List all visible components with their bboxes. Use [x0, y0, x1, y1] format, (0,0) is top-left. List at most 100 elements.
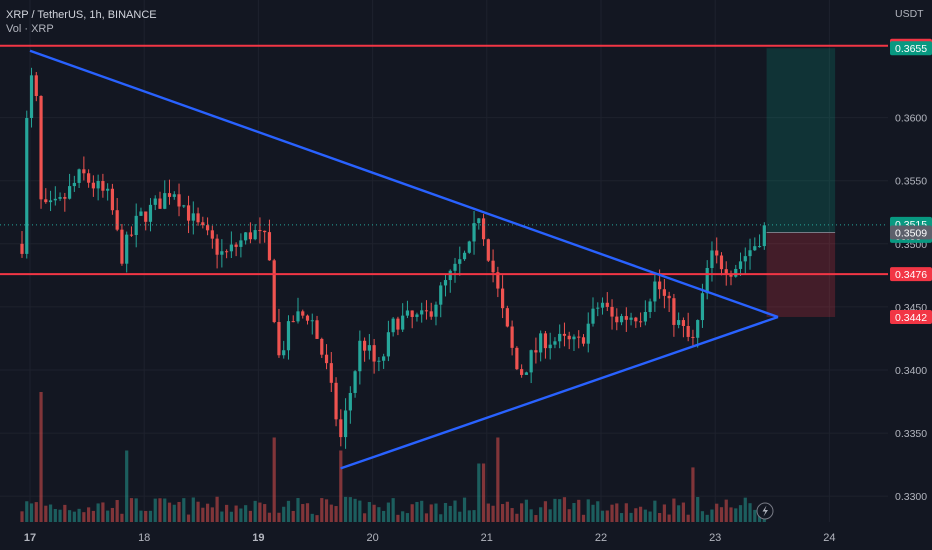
volume-bar	[277, 512, 281, 522]
volume-bar	[163, 498, 167, 522]
candle-body	[267, 232, 272, 261]
volume-bar	[286, 500, 291, 522]
candle-body	[391, 318, 395, 333]
volume-bar	[244, 505, 248, 522]
volume-bar	[467, 510, 471, 522]
volume-bar	[353, 498, 357, 522]
candle-body	[67, 186, 72, 199]
lightning-icon[interactable]	[756, 502, 774, 520]
candle-body	[410, 310, 414, 317]
volume-bar	[258, 502, 262, 522]
candle-body	[248, 232, 253, 240]
volume-bar	[500, 504, 505, 522]
volume-bar	[110, 507, 115, 522]
volume-bar	[182, 498, 186, 522]
volume-bar	[229, 511, 233, 522]
volume-bar	[172, 504, 176, 522]
trendline[interactable]	[29, 49, 779, 319]
volume-bar	[334, 506, 338, 522]
volume-bar	[729, 507, 733, 522]
volume-bar	[534, 515, 538, 522]
candle-body	[710, 250, 714, 268]
candle-body	[72, 182, 76, 187]
position-target-zone[interactable]	[766, 48, 836, 233]
candle-body	[615, 316, 619, 323]
candle-body	[48, 200, 53, 203]
volume-bar	[134, 498, 138, 522]
candle-body	[277, 322, 281, 356]
candle-body	[729, 274, 733, 277]
candle-body	[258, 230, 262, 232]
volume-bar	[624, 503, 628, 522]
candle-body	[324, 354, 329, 364]
candle-body	[443, 280, 448, 286]
volume-bar	[239, 508, 243, 522]
volume-bar	[700, 511, 705, 522]
volume-bar	[486, 503, 490, 522]
candle-body	[196, 213, 200, 223]
candle-body	[634, 317, 638, 322]
volume-bar	[634, 508, 638, 522]
candle-body	[367, 345, 371, 351]
volume-bar	[291, 510, 295, 522]
volume-bar	[96, 503, 100, 522]
candle-body	[667, 295, 671, 299]
y-tick-label: 0.3350	[895, 428, 927, 440]
candle-body	[167, 193, 172, 197]
candle-body	[282, 350, 286, 356]
volume-bar	[472, 510, 476, 522]
volume-bar	[458, 511, 462, 522]
volume-bar	[567, 509, 571, 522]
price-label-bg	[890, 41, 932, 56]
volume-bar	[320, 498, 324, 522]
candle-body	[543, 333, 548, 349]
candle-body	[638, 321, 643, 323]
volume-bar	[329, 504, 333, 522]
volume-bar	[58, 509, 62, 522]
candle-body	[705, 267, 709, 294]
volume-bar	[196, 501, 200, 522]
volume-bar	[596, 501, 600, 522]
candle-body	[553, 341, 557, 345]
candle-body	[377, 360, 381, 362]
candle-body	[339, 419, 343, 438]
volume-bar	[87, 507, 91, 522]
candle-body	[415, 314, 419, 317]
candle-body	[434, 304, 438, 317]
candle-body	[101, 181, 105, 191]
volume-bar	[453, 500, 457, 522]
volume-title: Vol · XRP	[6, 23, 54, 35]
candle-body	[672, 298, 676, 325]
candle-body	[477, 218, 481, 224]
candle-body	[577, 336, 581, 338]
volume-bar	[515, 513, 519, 522]
volume-bar	[305, 503, 310, 522]
volume-bar	[629, 512, 633, 522]
candle-body	[591, 308, 595, 324]
volume-bar	[753, 509, 757, 522]
candle-body	[272, 260, 276, 323]
candle-body	[424, 310, 429, 312]
volume-bar	[72, 511, 76, 522]
candle-body	[334, 382, 338, 420]
candle-body	[34, 75, 38, 96]
candle-body	[210, 230, 214, 239]
volume-bar	[415, 501, 419, 522]
volume-bar	[205, 503, 210, 522]
volume-bar	[301, 504, 305, 522]
volume-bar	[696, 497, 700, 522]
x-tick-label: 18	[138, 532, 150, 544]
candle-body	[715, 250, 719, 256]
candle-body	[653, 281, 657, 302]
candle-body	[648, 301, 652, 312]
candle-body	[29, 75, 34, 118]
candle-body	[581, 337, 586, 344]
candle-body	[358, 340, 362, 372]
volume-bar	[748, 503, 752, 522]
candle-body	[610, 306, 614, 317]
volume-bar	[167, 502, 172, 522]
candle-body	[310, 320, 314, 322]
trendline[interactable]	[340, 315, 779, 470]
